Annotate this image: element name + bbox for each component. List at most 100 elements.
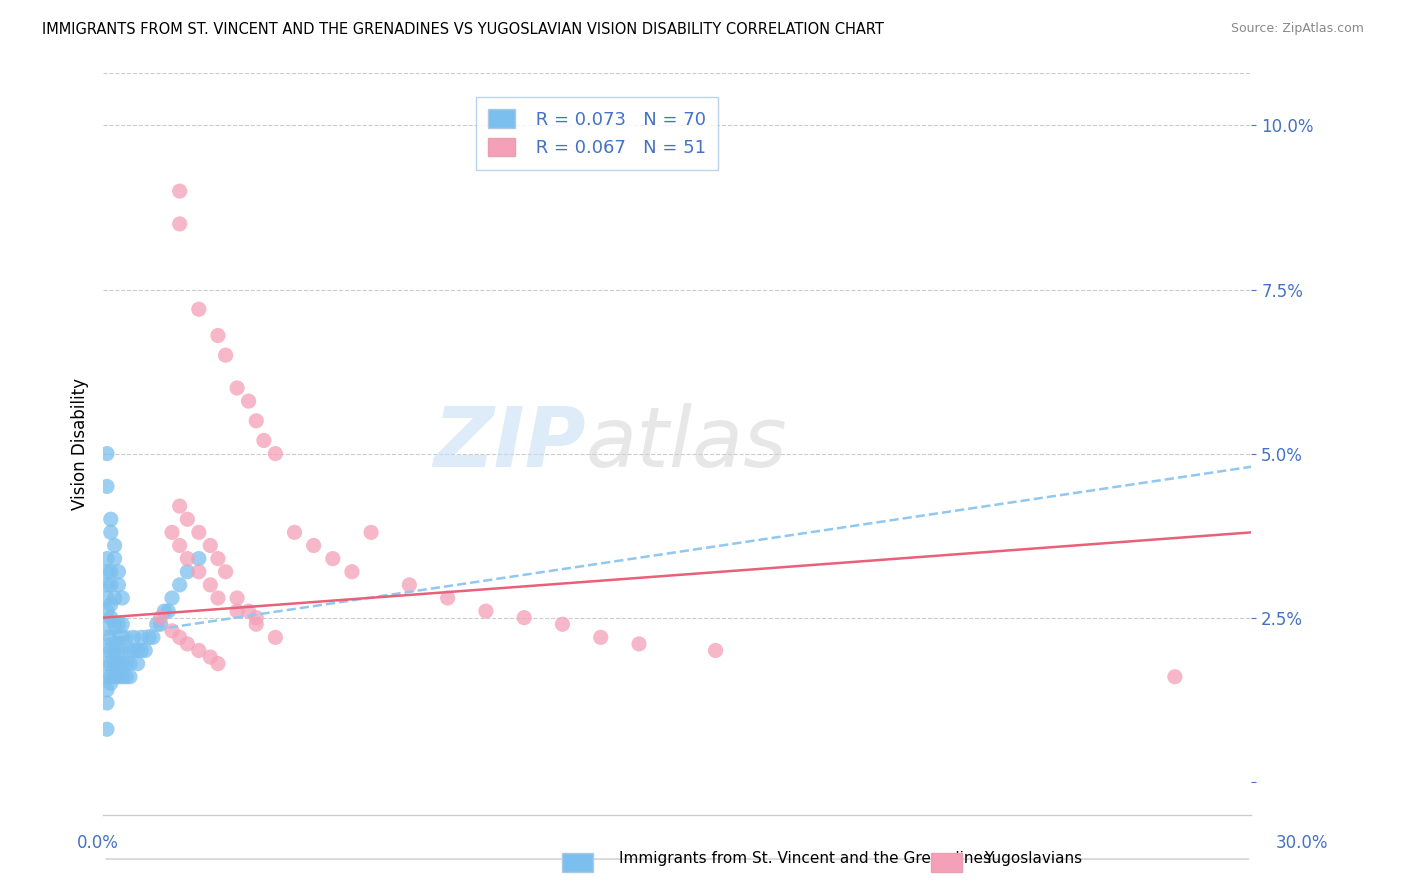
Text: ZIP: ZIP (433, 403, 585, 484)
Point (283, 525, 305, 540)
Point (107, 657, 129, 671)
Point (169, 631, 191, 645)
Point (169, 184, 191, 198)
Point (187, 565, 209, 579)
Point (1164, 670, 1187, 684)
Point (360, 525, 382, 540)
Point (111, 591, 134, 605)
Point (169, 539, 191, 553)
Point (142, 631, 165, 645)
Point (96, 447, 118, 461)
Point (100, 512, 122, 526)
Point (111, 643, 134, 657)
Point (226, 604, 249, 618)
Point (149, 610, 172, 624)
Point (238, 394, 260, 409)
Point (100, 643, 122, 657)
Point (115, 631, 138, 645)
Text: Immigrants from St. Vincent and the Grenadines: Immigrants from St. Vincent and the Gren… (619, 851, 991, 865)
Point (169, 499, 191, 513)
Point (111, 657, 134, 671)
Point (107, 565, 129, 579)
Point (107, 578, 129, 592)
Point (226, 381, 249, 395)
Point (104, 539, 127, 553)
Text: 0.0%: 0.0% (77, 834, 120, 852)
Point (122, 643, 145, 657)
Point (176, 637, 198, 651)
Point (111, 670, 134, 684)
Point (100, 610, 122, 624)
Text: 30.0%: 30.0% (1277, 834, 1329, 852)
Point (264, 447, 287, 461)
Point (214, 348, 236, 362)
Point (187, 525, 209, 540)
Point (245, 617, 267, 632)
Point (104, 643, 127, 657)
Point (187, 302, 209, 317)
Point (704, 643, 727, 657)
Point (176, 551, 198, 566)
Point (100, 598, 122, 612)
Point (107, 670, 129, 684)
Point (100, 676, 122, 690)
Point (127, 643, 149, 657)
Point (551, 617, 574, 632)
Point (107, 643, 129, 657)
Point (134, 643, 156, 657)
Point (214, 565, 236, 579)
Point (131, 631, 153, 645)
Point (226, 591, 249, 605)
Point (169, 578, 191, 592)
Point (100, 631, 122, 645)
Point (253, 434, 276, 448)
Point (160, 591, 183, 605)
Point (96, 604, 118, 618)
Point (107, 617, 129, 632)
Point (115, 657, 138, 671)
Point (200, 539, 222, 553)
Point (96, 643, 118, 657)
Point (264, 631, 287, 645)
Point (322, 551, 344, 566)
Point (138, 631, 160, 645)
Point (100, 525, 122, 540)
Point (153, 604, 176, 618)
Point (187, 551, 209, 566)
Point (104, 591, 127, 605)
Point (475, 604, 498, 618)
Point (157, 604, 180, 618)
Point (207, 328, 229, 343)
Point (245, 610, 267, 624)
Text: IMMIGRANTS FROM ST. VINCENT AND THE GRENADINES VS YUGOSLAVIAN VISION DISABILITY : IMMIGRANTS FROM ST. VINCENT AND THE GREN… (42, 22, 884, 37)
Point (100, 565, 122, 579)
Point (207, 551, 229, 566)
Point (96, 657, 118, 671)
Point (100, 578, 122, 592)
Point (104, 551, 127, 566)
Point (302, 539, 325, 553)
Text: atlas: atlas (585, 403, 787, 484)
Point (340, 565, 363, 579)
Point (160, 525, 183, 540)
Point (118, 670, 141, 684)
Point (96, 631, 118, 645)
Point (187, 643, 209, 657)
Point (104, 657, 127, 671)
Point (176, 512, 198, 526)
Point (200, 650, 222, 665)
Point (104, 631, 127, 645)
Point (589, 631, 612, 645)
Point (176, 565, 198, 579)
Point (96, 670, 118, 684)
Point (149, 617, 172, 632)
Point (96, 578, 118, 592)
Point (115, 670, 138, 684)
Point (127, 657, 149, 671)
Point (100, 657, 122, 671)
Point (96, 551, 118, 566)
Point (118, 657, 141, 671)
Point (100, 670, 122, 684)
Point (111, 631, 134, 645)
Point (200, 578, 222, 592)
